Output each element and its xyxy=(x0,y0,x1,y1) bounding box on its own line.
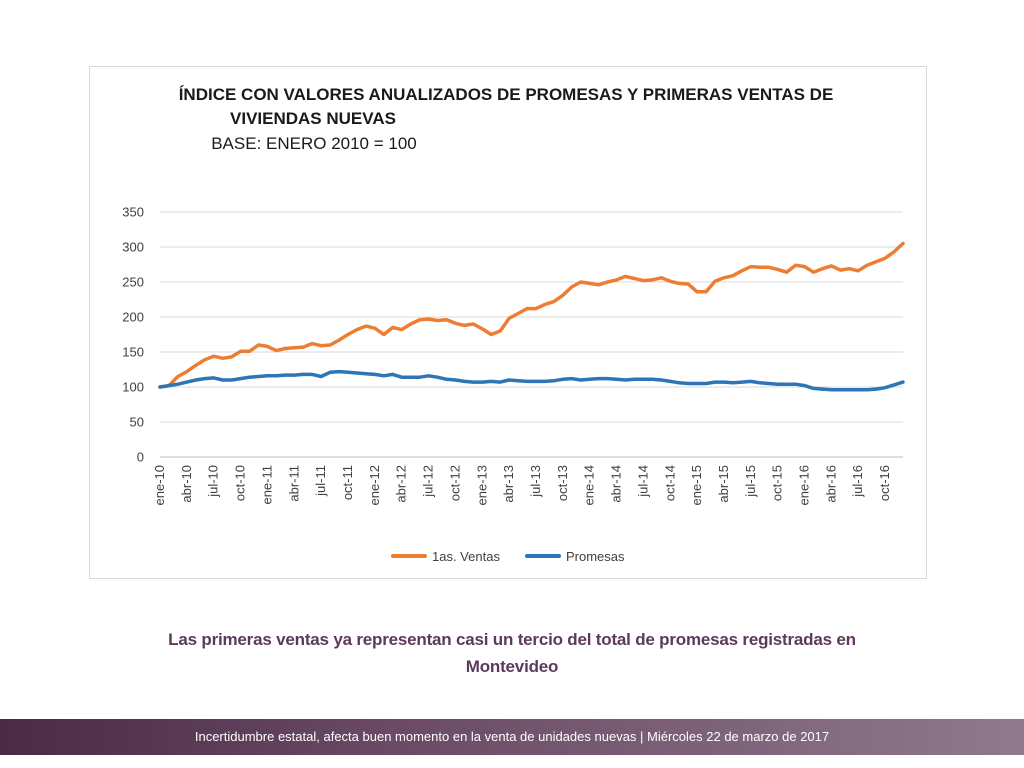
x-axis-ticks: ene-10 abr-10 jul-10 oct-10 ene-11 abr-11 jul-… xyxy=(152,465,892,505)
series-lines xyxy=(158,241,905,392)
x-tick-label: jul-15 xyxy=(743,465,758,498)
caption-line-2: Montevideo xyxy=(465,657,559,676)
x-tick-label: abr-16 xyxy=(823,465,838,503)
legend-label-ventas: 1as. Ventas xyxy=(432,549,500,564)
footer-bar: Incertidumbre estatal, afecta buen momen… xyxy=(0,719,1024,755)
x-tick-label: oct-11 xyxy=(340,465,355,500)
x-tick-label: jul-12 xyxy=(421,465,436,498)
y-tick-label: 200 xyxy=(122,310,144,325)
x-tick-label: jul-13 xyxy=(528,465,543,498)
x-tick-label: ene-16 xyxy=(797,465,812,505)
x-tick-label: jul-16 xyxy=(850,465,865,498)
x-tick-label: oct-16 xyxy=(877,465,892,501)
y-tick-label: 100 xyxy=(122,380,144,395)
x-tick-label: ene-12 xyxy=(367,465,382,505)
x-tick-label: abr-14 xyxy=(609,465,624,503)
legend-label-promesas: Promesas xyxy=(566,549,625,564)
series-line-promesas xyxy=(158,369,905,392)
x-tick-label: ene-15 xyxy=(689,465,704,505)
x-tick-label: abr-12 xyxy=(394,465,409,503)
footer-text: Incertidumbre estatal, afecta buen momen… xyxy=(194,729,830,744)
x-tick-label: oct-13 xyxy=(555,465,570,501)
x-tick-label: ene-13 xyxy=(474,465,489,505)
series-line-1as-ventas xyxy=(158,241,905,389)
y-axis-ticks: 0 50 100 150 200 250 300 350 xyxy=(122,205,144,465)
x-tick-label: ene-14 xyxy=(582,465,597,505)
chart-title-line-1: ÍNDICE CON VALORES ANUALIZADOS DE PROMES… xyxy=(179,85,834,104)
x-tick-label: oct-14 xyxy=(662,465,677,501)
x-tick-label: ene-11 xyxy=(259,465,274,505)
x-tick-label: abr-15 xyxy=(716,465,731,503)
x-tick-label: jul-11 xyxy=(313,465,328,497)
y-tick-label: 150 xyxy=(122,345,144,360)
x-tick-label: oct-10 xyxy=(233,465,248,501)
y-tick-label: 0 xyxy=(137,450,144,465)
x-tick-label: abr-11 xyxy=(286,465,301,502)
y-tick-label: 50 xyxy=(130,415,144,430)
slide-caption: Las primeras ventas ya representan casi … xyxy=(100,626,924,680)
chart-svg: ÍNDICE CON VALORES ANUALIZADOS DE PROMES… xyxy=(122,85,905,564)
chart-container: ÍNDICE CON VALORES ANUALIZADOS DE PROMES… xyxy=(89,66,927,579)
x-tick-label: abr-10 xyxy=(179,465,194,503)
chart-subtitle: BASE: ENERO 2010 = 100 xyxy=(211,134,417,153)
x-tick-label: oct-15 xyxy=(770,465,785,501)
legend: 1as. Ventas Promesas xyxy=(391,549,625,564)
x-tick-label: jul-14 xyxy=(635,465,650,498)
y-tick-label: 300 xyxy=(122,240,144,255)
gridlines xyxy=(160,211,903,423)
caption-line-1: Las primeras ventas ya representan casi … xyxy=(168,630,856,649)
x-tick-label: abr-13 xyxy=(501,465,516,503)
x-tick-label: oct-12 xyxy=(447,465,462,501)
x-tick-label: ene-10 xyxy=(152,465,167,505)
y-tick-label: 250 xyxy=(122,275,144,290)
chart-title-line-2: VIVIENDAS NUEVAS xyxy=(230,109,396,128)
y-tick-label: 350 xyxy=(122,205,144,220)
x-tick-label: jul-10 xyxy=(206,465,221,498)
